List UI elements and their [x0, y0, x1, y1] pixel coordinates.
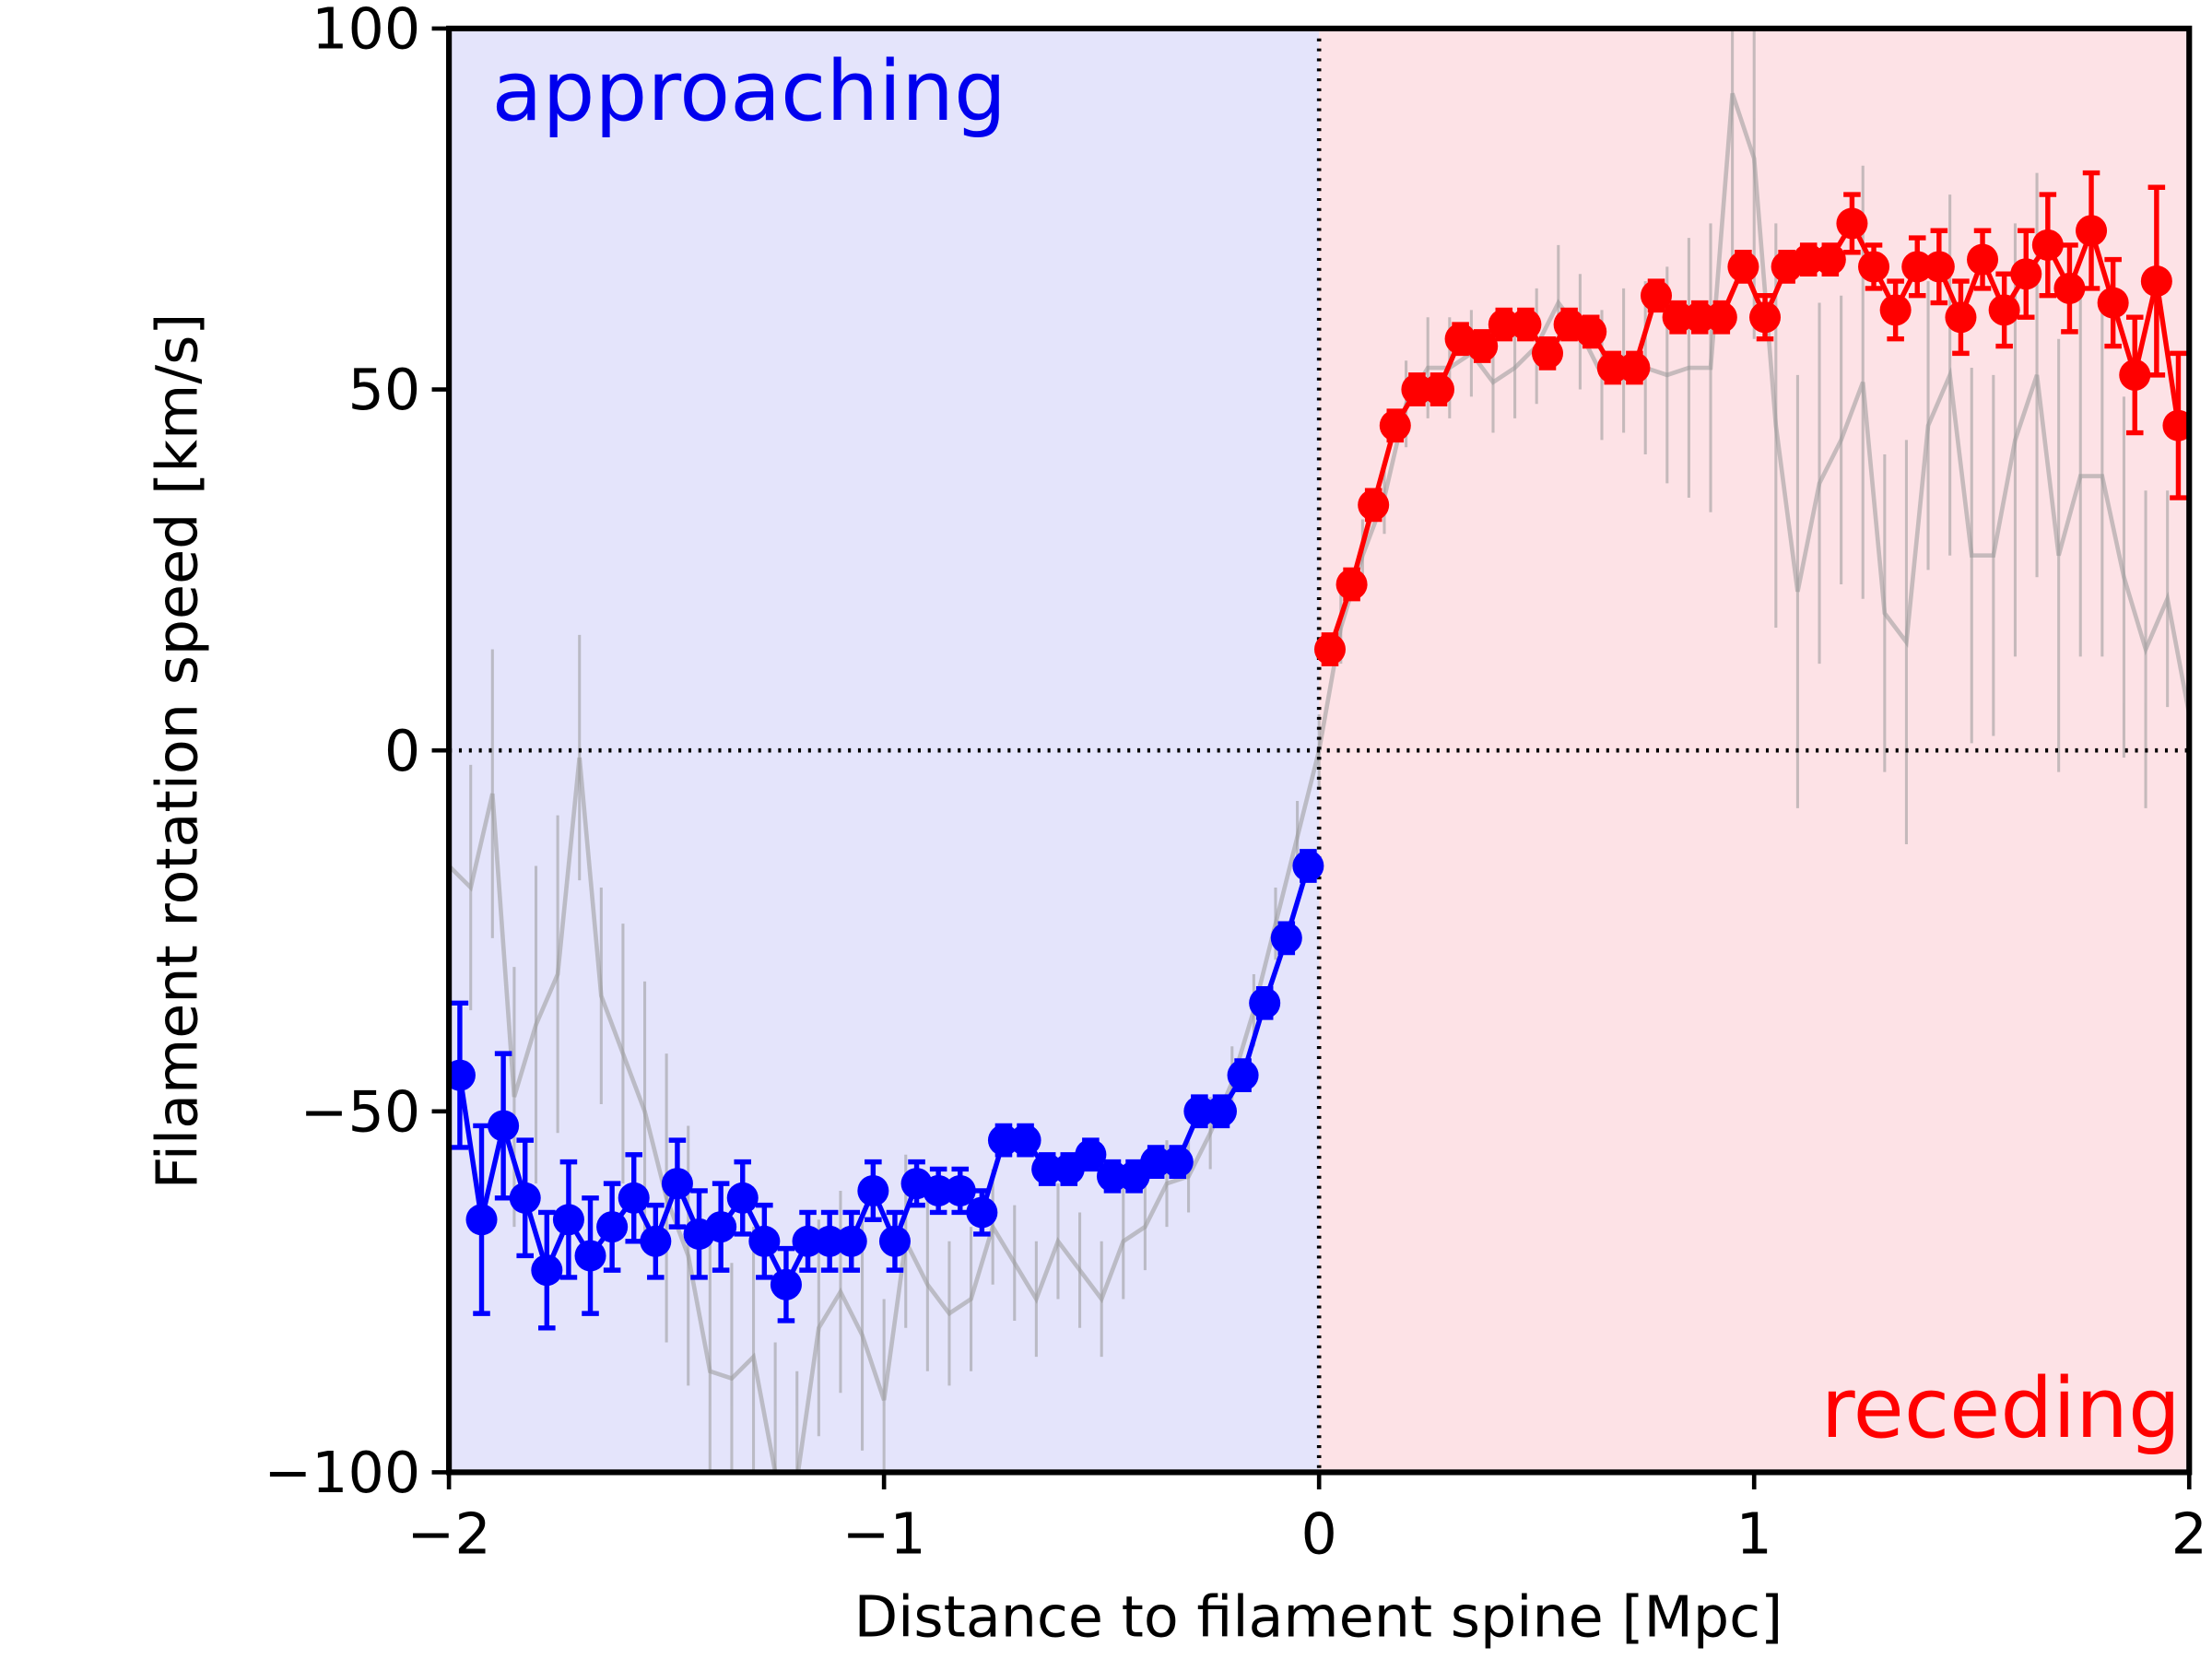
data-point — [465, 1204, 498, 1236]
data-point — [1227, 1059, 1259, 1091]
data-point — [531, 1254, 563, 1287]
data-point — [2119, 359, 2151, 391]
data-point — [1161, 1146, 1194, 1178]
x-axis-label: Distance to filament spine [Mpc] — [854, 1583, 1783, 1650]
data-point — [596, 1211, 629, 1243]
plot-area — [449, 28, 2190, 1473]
y-tick-label: 0 — [384, 718, 420, 784]
data-point — [1009, 1124, 1041, 1157]
data-point — [1466, 330, 1499, 362]
data-point — [488, 1110, 520, 1142]
data-point — [1749, 301, 1782, 334]
data-point — [2031, 229, 2064, 261]
data-point — [1836, 207, 1868, 240]
data-point — [1335, 569, 1368, 601]
data-point — [1618, 352, 1651, 384]
data-point — [1422, 373, 1455, 406]
data-point — [1205, 1095, 1237, 1127]
data-point — [1575, 315, 1607, 347]
data-point — [1879, 294, 1912, 326]
data-point — [748, 1225, 781, 1257]
data-point — [2053, 272, 2086, 304]
data-point — [1923, 251, 1955, 283]
data-point — [1270, 922, 1302, 954]
data-point — [1358, 488, 1390, 521]
x-tick-label: −2 — [407, 1501, 491, 1568]
data-point — [1379, 409, 1411, 441]
annotation: approaching — [492, 44, 1006, 140]
data-point — [1684, 301, 1716, 334]
data-point — [792, 1225, 824, 1257]
data-point — [1249, 987, 1281, 1019]
x-tick-label: 1 — [1736, 1501, 1772, 1568]
data-point — [1945, 301, 1977, 334]
data-point — [618, 1182, 650, 1214]
x-tick-label: 0 — [1301, 1501, 1337, 1568]
x-tick-label: −1 — [842, 1501, 926, 1568]
data-point — [705, 1211, 737, 1243]
data-point — [1510, 309, 1542, 341]
y-tick-label: 50 — [347, 357, 420, 423]
y-tick-label: −50 — [300, 1078, 421, 1145]
data-point — [2140, 265, 2172, 298]
y-tick-label: −100 — [264, 1440, 420, 1506]
data-point — [1641, 279, 1673, 312]
data-point — [2010, 258, 2042, 290]
data-point — [1292, 850, 1324, 882]
data-point — [1313, 633, 1346, 665]
data-point — [857, 1174, 889, 1206]
data-point — [726, 1182, 759, 1214]
data-point — [1596, 352, 1629, 384]
data-point — [640, 1225, 672, 1257]
data-point — [1793, 243, 1825, 276]
data-point — [814, 1225, 846, 1257]
data-point — [449, 1059, 476, 1091]
data-point — [1858, 251, 1890, 283]
data-point — [2076, 215, 2108, 247]
data-point — [574, 1240, 606, 1272]
data-point — [509, 1182, 541, 1214]
data-point — [770, 1268, 802, 1300]
data-point — [1096, 1160, 1128, 1193]
data-point — [1705, 301, 1737, 334]
y-axis-label: Filament rotation speed [km/s] — [144, 313, 210, 1190]
data-point — [1488, 309, 1520, 341]
annotation: receding — [1821, 1361, 2181, 1457]
data-point — [1401, 373, 1433, 406]
y-tick-label: 100 — [312, 0, 420, 63]
data-point — [1814, 243, 1846, 276]
data-point — [1075, 1138, 1107, 1171]
data-point — [1662, 301, 1694, 334]
data-point — [1727, 251, 1759, 283]
data-point — [944, 1174, 976, 1206]
data-point — [923, 1174, 955, 1206]
data-point — [2162, 409, 2190, 441]
data-point — [661, 1168, 693, 1200]
data-point — [552, 1204, 584, 1236]
data-point — [1031, 1153, 1064, 1185]
x-tick-label: 2 — [2171, 1501, 2207, 1568]
data-point — [1140, 1146, 1172, 1178]
data-point — [1988, 294, 2020, 326]
data-point — [966, 1196, 998, 1229]
data-point — [1967, 243, 1999, 276]
data-point — [835, 1225, 867, 1257]
data-point — [878, 1225, 911, 1257]
data-point — [2097, 287, 2129, 319]
data-point — [1183, 1095, 1216, 1127]
data-point — [1531, 337, 1564, 370]
data-point — [1901, 251, 1934, 283]
data-point — [987, 1124, 1019, 1157]
